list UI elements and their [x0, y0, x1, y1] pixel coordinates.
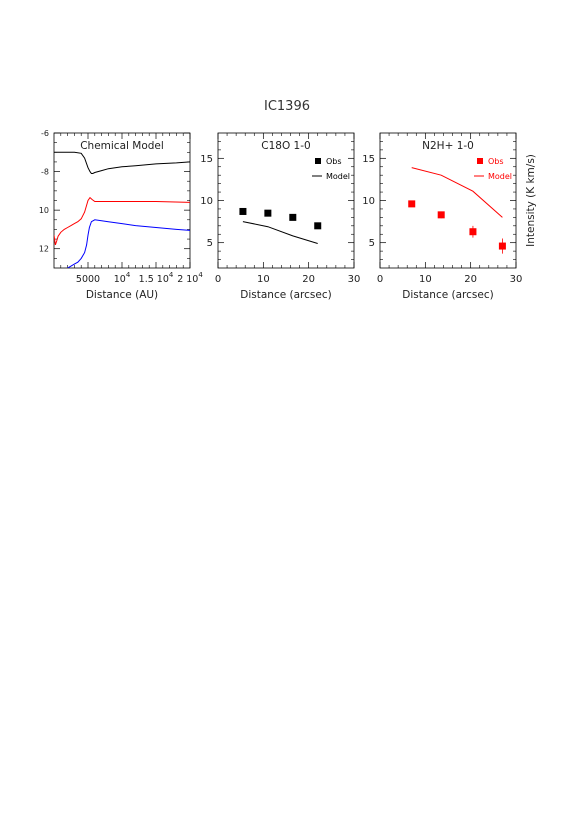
- plot-frame: [53, 132, 191, 269]
- obs-point: [264, 209, 272, 217]
- model-curve-3: [67, 219, 190, 268]
- y-tick-label: -6: [41, 129, 49, 138]
- figure-title: IC1396: [264, 99, 310, 114]
- obs-point: [469, 228, 477, 236]
- obs-point: [289, 213, 297, 221]
- obs-point: [408, 200, 416, 208]
- y-tick-label: 5: [369, 238, 375, 249]
- y-tick-label: 10: [362, 196, 375, 207]
- panel-title: C18O 1-0: [261, 140, 310, 152]
- plot-frame: [217, 132, 355, 269]
- model-line: [411, 167, 503, 218]
- x-tick-label: 1.5 104: [139, 271, 174, 285]
- x-tick-label: 0: [377, 274, 383, 285]
- model-curve-1: [54, 151, 190, 174]
- chart-panel-1: Chemical Model Distance (AU) -6 -8 10 12 5000 1…: [39, 129, 204, 301]
- obs-point: [239, 207, 247, 215]
- x-axis-label: Distance (arcsec): [240, 289, 331, 301]
- y-tick-label: 12: [39, 245, 49, 254]
- x-axis-label: Distance (arcsec): [402, 289, 493, 301]
- chart-panel-3: N2H+ 1-0 Distance (arcsec) 5 10 15 0 10 20 30 Obs…: [362, 132, 537, 301]
- x-tick-label: 20: [464, 274, 477, 285]
- x-tick-label: 30: [510, 274, 523, 285]
- y-axis-label: Intensity (K km/s): [525, 154, 537, 247]
- panel-title: Chemical Model: [80, 140, 164, 152]
- y-tick-label: 10: [39, 206, 49, 215]
- x-tick-label: 10: [419, 274, 432, 285]
- y-tick-label: 15: [200, 154, 213, 165]
- y-tick-label: 15: [362, 154, 375, 165]
- model-line: [242, 221, 318, 244]
- x-tick-label: 104: [114, 271, 131, 285]
- obs-point: [437, 211, 445, 219]
- legend-model-label: Model: [488, 172, 512, 181]
- model-curve-2: [54, 196, 190, 246]
- plot-frame: [379, 132, 517, 269]
- x-tick-label: 10: [257, 274, 270, 285]
- legend-obs-marker: [315, 158, 321, 164]
- panel-title: N2H+ 1-0: [422, 140, 474, 152]
- x-tick-label: 2 104: [177, 271, 203, 285]
- legend-obs-label: Obs: [488, 157, 504, 166]
- legend-obs-marker: [477, 158, 483, 164]
- x-tick-label: 30: [348, 274, 361, 285]
- x-axis-label: Distance (AU): [86, 289, 158, 301]
- x-tick-label: 5000: [76, 274, 100, 285]
- y-tick-label: 10: [200, 196, 213, 207]
- chart-panel-2: C18O 1-0 Distance (arcsec) 5 10 15 0 10 20 30 Obs…: [200, 132, 361, 301]
- y-tick-label: -8: [41, 168, 49, 177]
- legend-obs-label: Obs: [326, 157, 342, 166]
- x-tick-label: 20: [302, 274, 315, 285]
- obs-point: [498, 242, 506, 250]
- y-tick-label: 5: [207, 238, 213, 249]
- x-tick-label: 0: [215, 274, 221, 285]
- obs-point: [314, 222, 322, 230]
- legend-model-label: Model: [326, 172, 350, 181]
